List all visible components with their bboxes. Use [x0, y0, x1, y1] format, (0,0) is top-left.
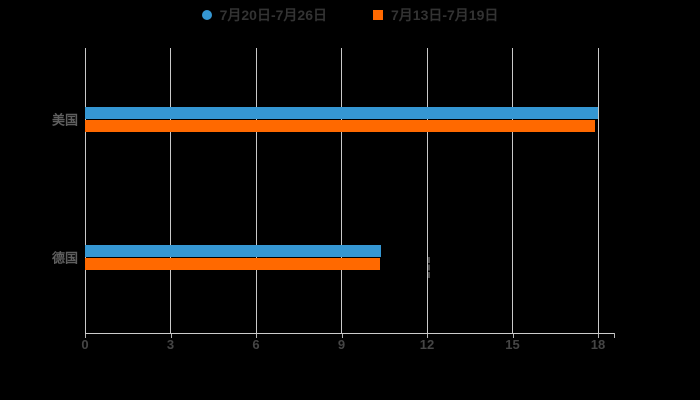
bar-美国-series1[interactable] — [85, 119, 596, 132]
bar-德国-series1[interactable] — [85, 257, 380, 270]
x-axis-tick-18 — [598, 333, 599, 338]
x-axis-line — [85, 333, 614, 334]
gridline-x18 — [597, 48, 599, 333]
gridline-x12 — [426, 48, 428, 333]
category-label-德国: 德国 — [51, 250, 78, 265]
x-axis-tick-label-12: 12 — [419, 337, 435, 352]
legend: 7月20日-7月26日 7月13日-7月19日 — [0, 6, 700, 24]
dashed-marks-artifact — [428, 257, 430, 278]
x-axis-end-tick — [614, 333, 615, 338]
gridline-x9 — [341, 48, 342, 333]
category-label-美国: 美国 — [51, 112, 78, 127]
x-axis-tick-label-18: 18 — [590, 337, 606, 352]
bar-美国-series0[interactable] — [85, 106, 598, 119]
x-axis-tick-15 — [512, 333, 514, 338]
x-axis-tick-0 — [85, 333, 86, 338]
x-axis-tick-label-3: 3 — [166, 337, 175, 352]
legend-label-week1: 7月13日-7月19日 — [391, 7, 499, 23]
x-axis-tick-9 — [341, 333, 343, 338]
bar-德国-series0[interactable] — [85, 244, 382, 257]
x-axis-tick-12 — [427, 333, 428, 338]
legend-item-week1[interactable]: 7月13日-7月19日 — [373, 6, 498, 24]
x-axis-tick-label-0: 0 — [81, 337, 89, 352]
legend-marker-orange-icon — [373, 10, 383, 20]
x-axis-tick-label-9: 9 — [337, 337, 346, 352]
legend-item-week2[interactable]: 7月20日-7月26日 — [201, 6, 327, 24]
x-axis-tick-6 — [256, 333, 257, 338]
x-axis-tick-label-6: 6 — [252, 337, 260, 352]
x-axis-tick-label-15: 15 — [505, 337, 520, 352]
legend-marker-blue-icon — [201, 10, 212, 20]
gridline-x0 — [84, 48, 86, 333]
gridline-x15 — [512, 48, 513, 333]
x-axis-tick-3 — [170, 333, 172, 338]
legend-label-week2: 7月20日-7月26日 — [219, 7, 327, 23]
gridline-x3 — [170, 48, 171, 333]
gridline-x6 — [255, 48, 257, 333]
